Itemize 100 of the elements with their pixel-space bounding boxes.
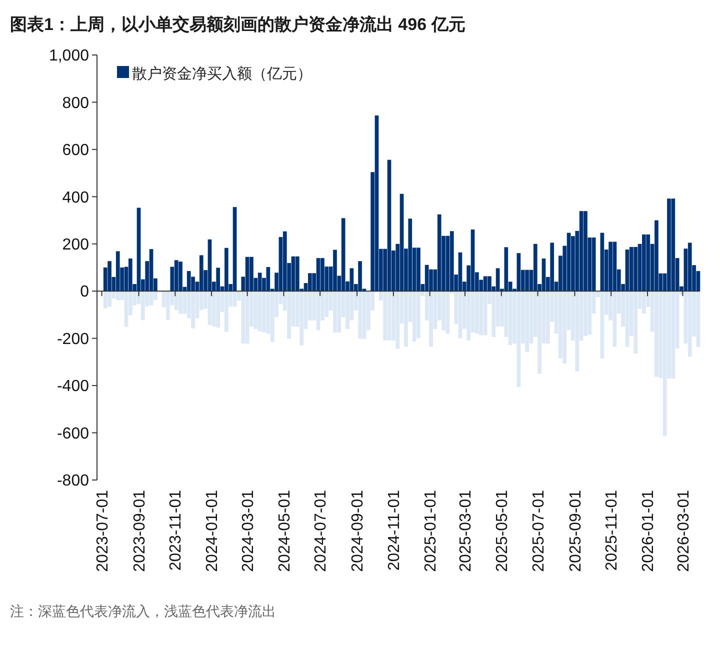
bar xyxy=(525,270,529,292)
bar xyxy=(149,249,154,292)
bar xyxy=(634,291,638,354)
bar xyxy=(429,269,433,292)
bar xyxy=(429,291,433,347)
bar xyxy=(566,232,571,292)
bar xyxy=(575,291,580,372)
bar xyxy=(667,198,671,292)
bar xyxy=(504,247,508,292)
bar xyxy=(216,291,220,328)
text: 注：深蓝色代表净流入，浅蓝色代表净流出 xyxy=(10,603,276,619)
bar xyxy=(258,291,262,332)
bar xyxy=(600,232,604,292)
bar xyxy=(671,198,676,292)
y-tick-label: 800 xyxy=(62,94,90,112)
bar xyxy=(696,291,700,347)
bar xyxy=(662,291,667,436)
y-tick-label: 1,000 xyxy=(48,48,90,65)
bar xyxy=(516,253,521,292)
bar xyxy=(358,261,362,292)
bar xyxy=(300,291,304,346)
bar xyxy=(562,291,567,364)
bar xyxy=(412,291,416,342)
bar xyxy=(400,194,404,292)
bar xyxy=(446,291,450,334)
y-tick-label: -200 xyxy=(56,330,90,348)
bar xyxy=(404,291,408,347)
bar xyxy=(224,291,228,332)
bar xyxy=(516,291,521,387)
y-tick-label: 200 xyxy=(62,236,90,254)
bar xyxy=(646,234,650,292)
bar xyxy=(588,291,592,335)
bar xyxy=(625,291,630,347)
bar xyxy=(141,291,145,320)
x-tick-label: 2024-09-01 xyxy=(350,490,367,572)
bar xyxy=(333,291,337,332)
bar xyxy=(538,291,542,374)
x-tick-label: 2024-03-01 xyxy=(240,490,257,572)
bar xyxy=(287,291,291,339)
bar xyxy=(108,291,112,307)
bar xyxy=(116,251,120,292)
bar xyxy=(224,248,228,292)
bar xyxy=(178,262,182,292)
bar xyxy=(612,291,617,347)
x-tick-label: 2024-05-01 xyxy=(276,490,294,572)
bar xyxy=(208,239,212,292)
bar xyxy=(149,291,154,306)
y-tick-label: -800 xyxy=(56,472,90,490)
bar xyxy=(124,291,128,327)
y-tick-label: 0 xyxy=(80,284,90,301)
bar xyxy=(608,242,612,292)
bar xyxy=(186,271,191,292)
x-tick-label: 2023-09-01 xyxy=(131,490,148,572)
x-tick-label: 2024-11-01 xyxy=(386,490,404,571)
bar xyxy=(625,250,630,292)
bar xyxy=(383,291,387,340)
bar xyxy=(270,291,274,342)
bar xyxy=(250,256,254,292)
bar xyxy=(108,261,112,292)
y-tick-label: 600 xyxy=(62,142,90,160)
bar xyxy=(346,291,350,329)
bar xyxy=(466,291,470,340)
bar xyxy=(308,273,312,292)
bar xyxy=(387,160,392,292)
bar xyxy=(282,231,287,292)
bar xyxy=(416,291,420,338)
x-tick-label: 2025-11-01 xyxy=(604,490,621,571)
bar xyxy=(479,291,484,336)
bar xyxy=(408,218,412,292)
x-tick-label: 2026-01-01 xyxy=(640,490,658,572)
y-tick-label: -400 xyxy=(56,378,90,396)
bar xyxy=(358,291,362,339)
bar xyxy=(634,246,638,292)
bar xyxy=(437,214,442,292)
bar xyxy=(212,291,216,327)
bar xyxy=(458,291,462,338)
bar xyxy=(642,291,646,314)
bar xyxy=(374,115,379,292)
bar xyxy=(424,264,429,292)
bar xyxy=(396,291,400,349)
bar xyxy=(136,208,141,292)
bar xyxy=(629,246,634,292)
bar xyxy=(470,229,475,292)
bar xyxy=(450,231,454,292)
chart-title: 图表1：上周，以小单交易额刻画的散户资金净流出 496 亿元 xyxy=(10,15,466,34)
x-tick-label: 2025-05-01 xyxy=(494,490,511,572)
bar xyxy=(488,276,492,292)
bar xyxy=(533,244,538,292)
bar xyxy=(324,291,329,318)
bar xyxy=(232,207,237,292)
x-tick-label: 2026-03-01 xyxy=(675,490,692,572)
bar xyxy=(337,291,342,332)
bar xyxy=(592,238,596,292)
bar xyxy=(584,211,588,292)
bar xyxy=(492,291,496,337)
bar xyxy=(642,234,646,292)
bar xyxy=(600,291,604,358)
bar xyxy=(116,291,120,300)
legend-label: 散户资金净买入额（亿元） xyxy=(132,65,312,82)
x-tick-label: 2025-07-01 xyxy=(530,490,548,572)
